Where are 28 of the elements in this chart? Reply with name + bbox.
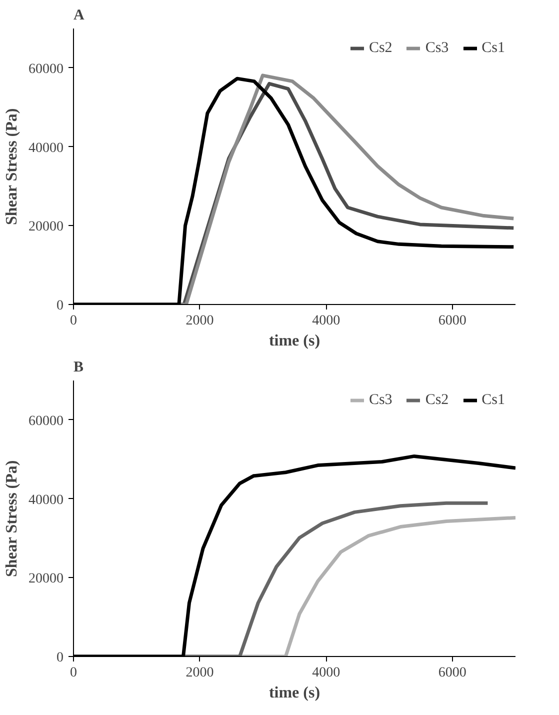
legend-label: Cs2 bbox=[425, 392, 449, 408]
x-axis-title: time (s) bbox=[268, 332, 320, 350]
legend-label: Cs1 bbox=[482, 392, 505, 408]
x-tick-label: 4000 bbox=[312, 666, 340, 680]
x-tick-label: 2000 bbox=[186, 314, 214, 328]
y-tick-label: 60000 bbox=[28, 414, 64, 429]
x-tick-label: 4000 bbox=[312, 314, 340, 328]
legend-label: Cs1 bbox=[482, 40, 505, 56]
x-tick-label: 0 bbox=[70, 666, 77, 680]
y-axis-title: Shear Stress (Pa) bbox=[4, 460, 20, 578]
legend-label: Cs2 bbox=[368, 40, 392, 56]
y-tick-label: 40000 bbox=[28, 140, 64, 156]
x-axis-title: time (s) bbox=[268, 684, 320, 702]
y-tick-label: 0 bbox=[56, 298, 64, 314]
y-tick-label: 20000 bbox=[28, 572, 64, 587]
chart-title: A bbox=[74, 8, 84, 24]
chart-title: B bbox=[74, 360, 84, 376]
y-axis-title: Shear Stress (Pa) bbox=[4, 108, 20, 226]
x-tick-label: 2000 bbox=[186, 666, 214, 680]
y-tick-label: 0 bbox=[56, 650, 64, 666]
y-tick-label: 20000 bbox=[28, 220, 64, 235]
x-tick-label: 0 bbox=[70, 314, 77, 328]
x-tick-label: 6000 bbox=[438, 314, 466, 328]
legend-label: Cs3 bbox=[368, 392, 392, 408]
legend-label: Cs3 bbox=[425, 40, 449, 56]
x-tick-label: 6000 bbox=[438, 666, 466, 680]
y-tick-label: 40000 bbox=[28, 492, 64, 508]
y-tick-label: 60000 bbox=[28, 62, 64, 77]
